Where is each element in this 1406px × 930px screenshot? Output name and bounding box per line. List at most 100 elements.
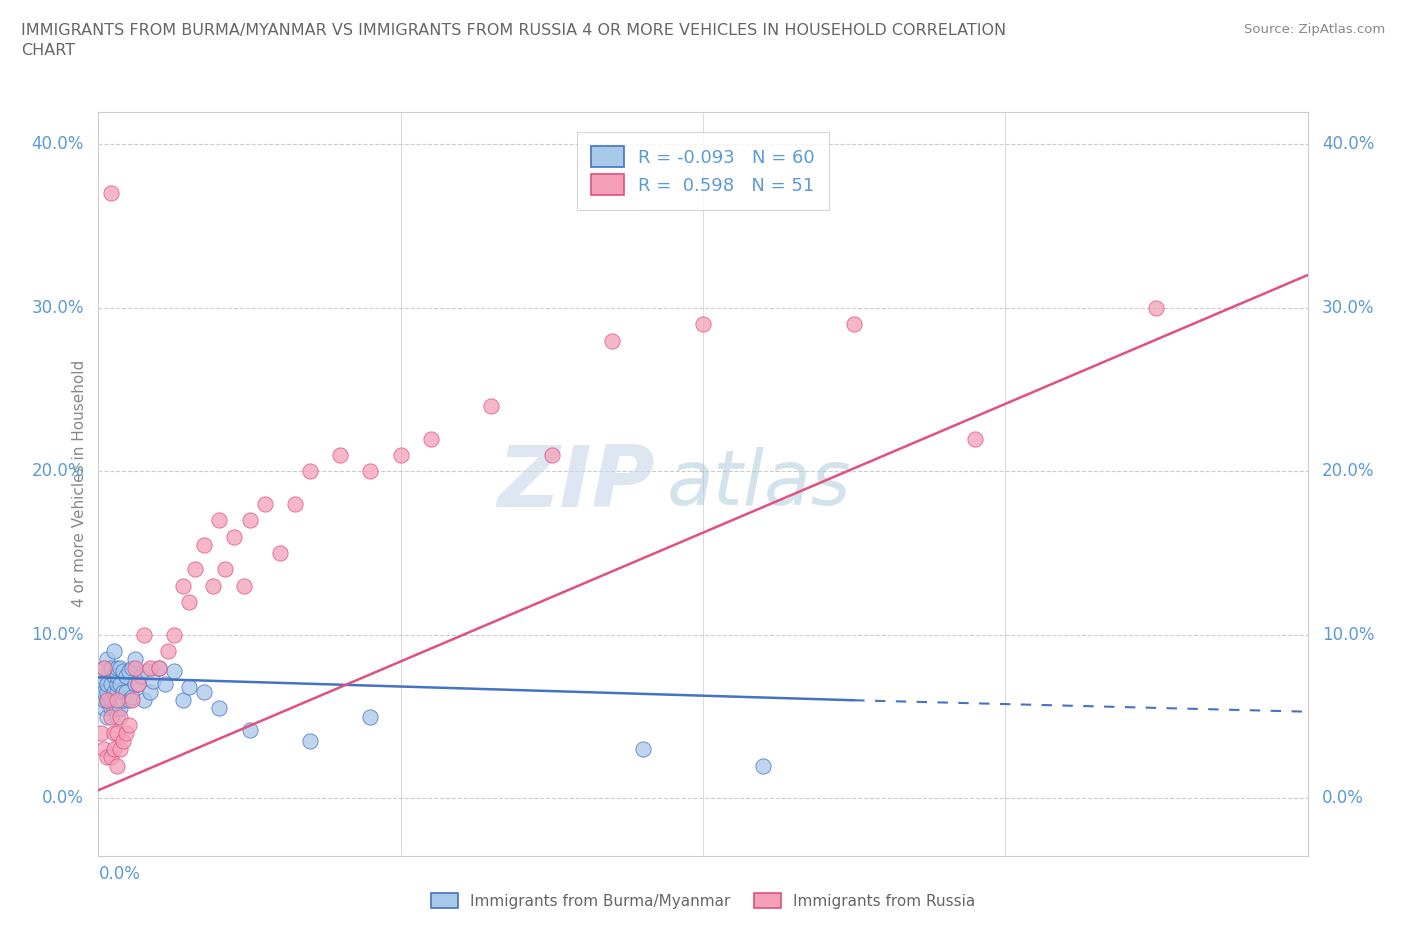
Point bbox=[208, 513, 231, 528]
Point bbox=[124, 660, 146, 675]
Point bbox=[132, 693, 155, 708]
Point bbox=[239, 723, 262, 737]
Point bbox=[96, 684, 118, 699]
Point bbox=[389, 447, 412, 462]
Point bbox=[163, 663, 186, 678]
Point bbox=[96, 693, 118, 708]
Text: IMMIGRANTS FROM BURMA/MYANMAR VS IMMIGRANTS FROM RUSSIA 4 OR MORE VEHICLES IN HO: IMMIGRANTS FROM BURMA/MYANMAR VS IMMIGRA… bbox=[21, 23, 1007, 58]
Point bbox=[105, 710, 128, 724]
Point bbox=[111, 663, 134, 678]
Point bbox=[481, 398, 503, 413]
Point bbox=[114, 725, 136, 740]
Point bbox=[602, 333, 624, 348]
Point bbox=[100, 186, 122, 201]
Point bbox=[299, 464, 322, 479]
Point bbox=[631, 742, 654, 757]
Point bbox=[96, 676, 118, 691]
Point bbox=[93, 693, 115, 708]
Point bbox=[329, 447, 352, 462]
Legend: Immigrants from Burma/Myanmar, Immigrants from Russia: Immigrants from Burma/Myanmar, Immigrant… bbox=[425, 886, 981, 915]
Point bbox=[127, 676, 149, 691]
Point bbox=[253, 497, 276, 512]
Point bbox=[100, 660, 122, 675]
Point bbox=[100, 693, 122, 708]
Point bbox=[284, 497, 307, 512]
Point bbox=[90, 684, 112, 699]
Point bbox=[103, 684, 125, 699]
Point bbox=[108, 693, 131, 708]
Point bbox=[93, 660, 115, 675]
Point bbox=[108, 701, 131, 716]
Point bbox=[224, 529, 246, 544]
Point bbox=[105, 676, 128, 691]
Point bbox=[135, 663, 157, 678]
Point bbox=[108, 742, 131, 757]
Point bbox=[100, 701, 122, 716]
Point bbox=[100, 710, 122, 724]
Text: 10.0%: 10.0% bbox=[1322, 626, 1375, 644]
Point bbox=[269, 546, 291, 561]
Point bbox=[965, 432, 987, 446]
Point bbox=[118, 693, 141, 708]
Point bbox=[103, 693, 125, 708]
Point bbox=[121, 693, 143, 708]
Point bbox=[1144, 300, 1167, 315]
Point bbox=[692, 317, 714, 332]
Point bbox=[179, 680, 201, 695]
Point bbox=[103, 725, 125, 740]
Text: atlas: atlas bbox=[666, 446, 851, 521]
Point bbox=[540, 447, 562, 462]
Text: 40.0%: 40.0% bbox=[31, 135, 84, 153]
Point bbox=[105, 725, 128, 740]
Point bbox=[232, 578, 254, 593]
Point bbox=[127, 676, 149, 691]
Point bbox=[111, 734, 134, 749]
Point bbox=[114, 684, 136, 699]
Point bbox=[179, 594, 201, 609]
Point bbox=[93, 742, 115, 757]
Point bbox=[139, 684, 162, 699]
Text: 0.0%: 0.0% bbox=[42, 790, 84, 807]
Point bbox=[111, 693, 134, 708]
Point bbox=[153, 676, 176, 691]
Text: ZIP: ZIP bbox=[496, 442, 655, 525]
Point bbox=[90, 676, 112, 691]
Point bbox=[752, 758, 775, 773]
Text: 20.0%: 20.0% bbox=[1322, 462, 1375, 480]
Point bbox=[844, 317, 866, 332]
Point bbox=[108, 676, 131, 691]
Text: 40.0%: 40.0% bbox=[1322, 135, 1375, 153]
Point bbox=[172, 578, 194, 593]
Point bbox=[90, 669, 112, 684]
Legend: R = -0.093   N = 60, R =  0.598   N = 51: R = -0.093 N = 60, R = 0.598 N = 51 bbox=[576, 132, 830, 209]
Point bbox=[214, 562, 236, 577]
Text: 0.0%: 0.0% bbox=[1322, 790, 1364, 807]
Point bbox=[202, 578, 225, 593]
Point bbox=[142, 673, 165, 688]
Point bbox=[103, 669, 125, 684]
Point bbox=[360, 710, 382, 724]
Point bbox=[118, 663, 141, 678]
Point bbox=[121, 660, 143, 675]
Point bbox=[172, 693, 194, 708]
Point bbox=[103, 644, 125, 658]
Point bbox=[96, 693, 118, 708]
Text: 30.0%: 30.0% bbox=[1322, 299, 1375, 317]
Point bbox=[193, 684, 215, 699]
Text: 30.0%: 30.0% bbox=[31, 299, 84, 317]
Point bbox=[121, 689, 143, 704]
Point bbox=[114, 669, 136, 684]
Point bbox=[193, 538, 215, 552]
Point bbox=[208, 701, 231, 716]
Point bbox=[148, 660, 170, 675]
Text: 0.0%: 0.0% bbox=[98, 865, 141, 883]
Point bbox=[93, 701, 115, 716]
Point bbox=[103, 701, 125, 716]
Point bbox=[103, 742, 125, 757]
Y-axis label: 4 or more Vehicles in Household: 4 or more Vehicles in Household bbox=[72, 360, 87, 607]
Point bbox=[111, 684, 134, 699]
Point bbox=[118, 717, 141, 732]
Point bbox=[148, 660, 170, 675]
Text: 10.0%: 10.0% bbox=[31, 626, 84, 644]
Point bbox=[184, 562, 207, 577]
